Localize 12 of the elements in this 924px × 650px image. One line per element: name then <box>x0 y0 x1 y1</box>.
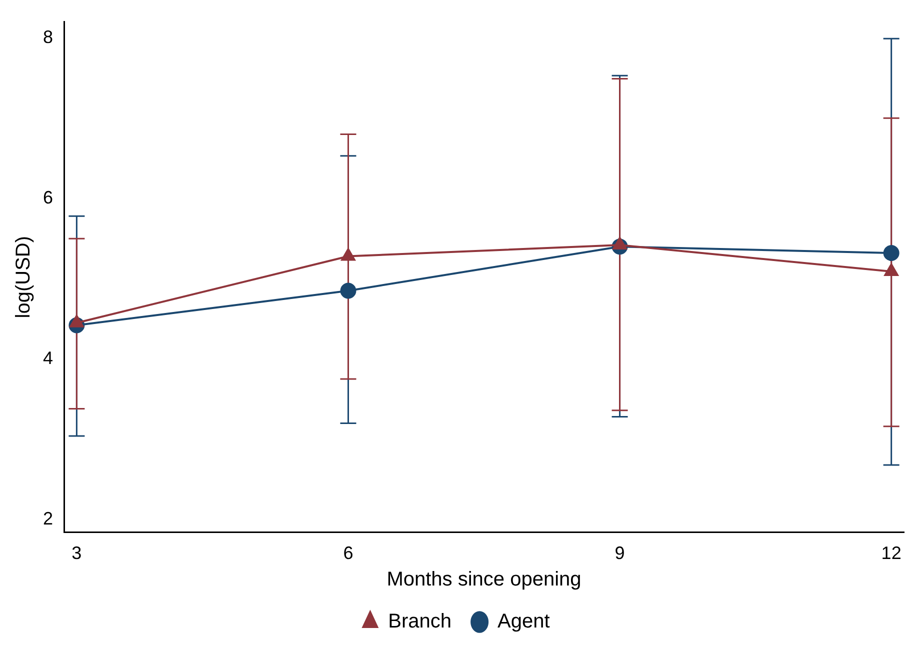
x-tick-label: 12 <box>881 543 902 564</box>
y-tick-label: 8 <box>42 26 54 47</box>
x-axis-title: Months since opening <box>386 568 582 591</box>
x-tick-label: 6 <box>343 543 354 564</box>
legend-label: Branch <box>388 610 452 633</box>
x-tick-label: 9 <box>614 543 625 564</box>
legend-label: Agent <box>498 610 550 633</box>
y-tick-label: 6 <box>42 187 54 208</box>
y-tick-label: 4 <box>42 348 54 368</box>
y-tick-label: 2 <box>42 508 54 529</box>
x-tick-label: 3 <box>72 543 82 564</box>
y-axis-title: log(USD) <box>12 236 35 318</box>
